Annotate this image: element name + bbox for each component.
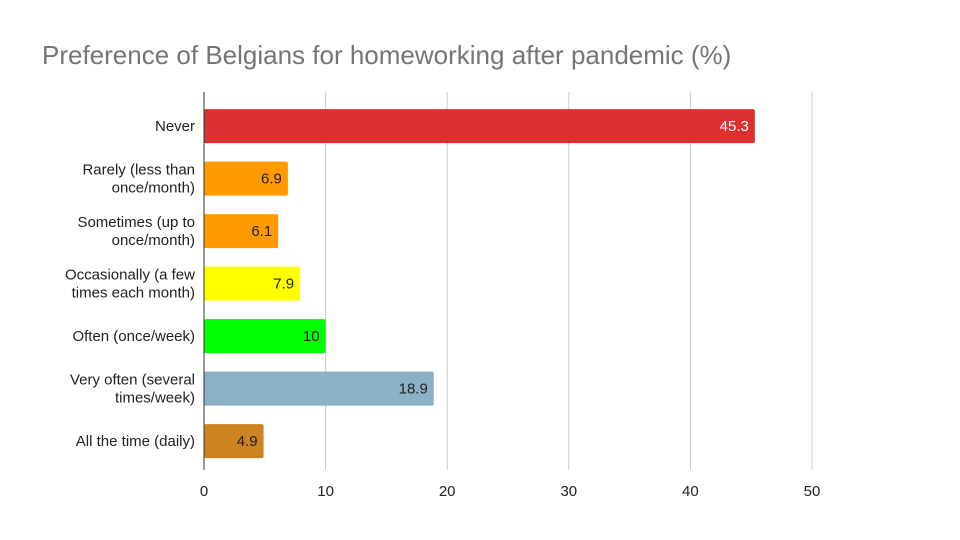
category-label: Never (155, 118, 195, 135)
data-label: 7.9 (273, 276, 294, 293)
category-label: Rarely (less than once/month) (82, 162, 195, 197)
data-label: 6.9 (261, 171, 282, 188)
chart-title: Preference of Belgians for homeworking a… (42, 40, 732, 70)
data-label: 6.1 (251, 223, 272, 240)
category-label: Sometimes (up to once/month) (77, 214, 195, 249)
x-tick-label: 10 (317, 483, 334, 500)
bar (204, 319, 326, 354)
x-tick-label: 50 (804, 483, 821, 500)
category-labels: Never Rarely (less than once/month) Sometim… (65, 118, 195, 450)
x-tick-labels: 0 10 20 30 40 50 (200, 483, 821, 500)
data-label: 4.9 (237, 433, 258, 450)
bar (204, 161, 288, 196)
bar (204, 371, 434, 406)
x-tick-label: 30 (560, 483, 577, 500)
category-label: Very often (several times/week) (70, 372, 195, 407)
category-label: Often (once/week) (72, 328, 195, 345)
x-tick-label: 20 (439, 483, 456, 500)
category-label: Occasionally (a few times each month) (65, 267, 195, 302)
gridlines (325, 92, 813, 470)
data-label: 10 (303, 328, 320, 345)
x-tick-label: 0 (200, 483, 208, 500)
bar (204, 266, 301, 301)
x-tick-label: 40 (682, 483, 699, 500)
bar (204, 214, 279, 249)
bars: 45.3 6.9 6.1 7.9 10 18.9 4.9 (204, 109, 755, 459)
data-label: 18.9 (399, 381, 428, 398)
bar (204, 424, 264, 459)
category-label: All the time (daily) (76, 433, 195, 450)
data-label: 45.3 (720, 118, 749, 135)
bar (204, 109, 755, 144)
